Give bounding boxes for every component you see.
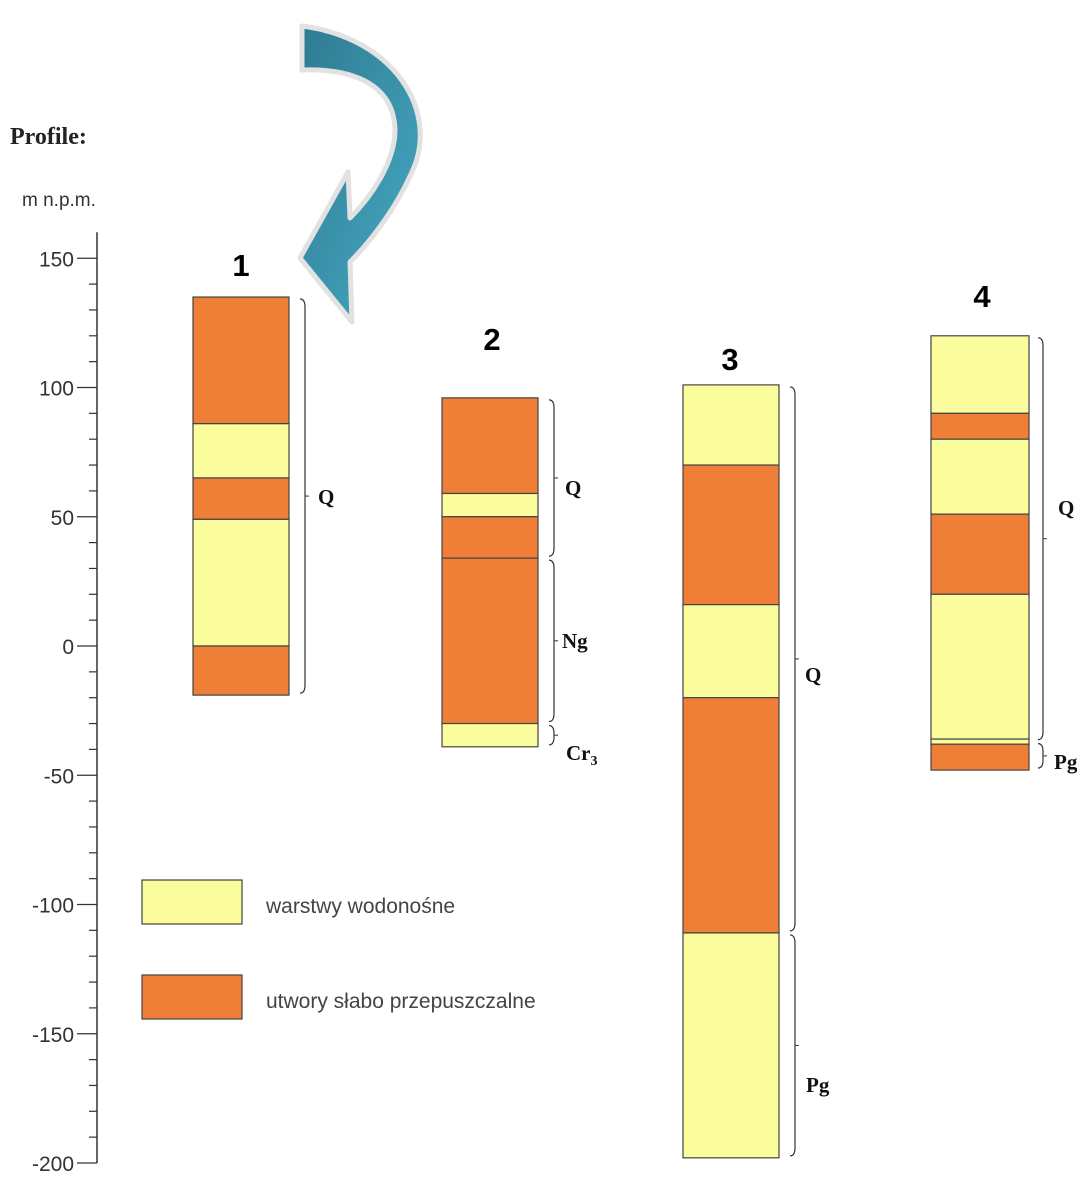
axis-tick-label: 0 — [62, 636, 74, 659]
stratigraphic-unit-label: Cr3 — [566, 741, 598, 769]
profile-column-4: 4 Q Pg — [930, 279, 1078, 774]
stratigraphic-unit-label-main: Cr — [566, 741, 591, 765]
unit-bracket — [548, 559, 555, 723]
unit-bracket — [548, 724, 555, 746]
layer-aquifer — [930, 738, 1030, 745]
profile-number: 1 — [232, 248, 249, 283]
legend-swatch-aquifer — [141, 879, 243, 925]
unit-bracket — [1037, 337, 1044, 741]
layer-aquitard — [930, 412, 1030, 440]
axis-tick-label: -200 — [32, 1153, 74, 1176]
stratigraphic-unit-label: Pg — [1054, 750, 1078, 774]
layer-aquitard — [441, 516, 539, 559]
legend-label-aquitard: utwory słabo przepuszczalne — [266, 990, 536, 1013]
profile-column-3: 3 Q Pg — [682, 342, 830, 1159]
layer-aquifer — [930, 438, 1030, 515]
unit-bracket — [1037, 743, 1044, 769]
stratigraphic-unit-label: Ng — [562, 629, 588, 653]
layer-aquitard — [441, 397, 539, 495]
diagram-title: Profile: — [10, 124, 87, 150]
stratigraphic-unit-label: Q — [318, 485, 334, 509]
axis-tick-label: -100 — [32, 895, 74, 918]
layer-aquitard — [441, 557, 539, 725]
stratigraphic-unit-subscript: 3 — [591, 754, 598, 769]
profile-number: 2 — [483, 322, 500, 357]
profile-column-1: 1 Q — [192, 248, 334, 696]
layer-aquifer — [441, 722, 539, 748]
layer-aquitard — [930, 743, 1030, 771]
unit-bracket — [548, 399, 555, 557]
axis-tick-label: 50 — [51, 507, 74, 530]
legend-swatch-aquitard — [141, 974, 243, 1020]
curved-arrow-icon — [297, 23, 423, 325]
unit-bracket — [789, 934, 796, 1157]
layer-aquitard — [682, 697, 780, 934]
layer-aquitard — [192, 645, 290, 696]
profile-number: 4 — [973, 279, 991, 314]
layer-aquitard — [192, 477, 290, 520]
layer-aquifer — [682, 384, 780, 466]
layer-aquifer — [930, 593, 1030, 740]
layer-aquifer — [682, 604, 780, 699]
layer-aquifer — [192, 518, 290, 647]
layer-aquitard — [682, 464, 780, 606]
layer-aquitard — [192, 296, 290, 425]
stratigraphic-unit-label: Q — [565, 476, 581, 500]
legend-label-aquifer: warstwy wodonośne — [265, 895, 455, 918]
profile-column-2: 2 Q Ng Cr3 — [441, 322, 598, 769]
profile-number: 3 — [721, 342, 738, 377]
stratigraphic-unit-label: Q — [805, 663, 821, 687]
stratigraphic-unit-label: Q — [1058, 496, 1074, 520]
layer-aquifer — [682, 932, 780, 1159]
layer-aquifer — [192, 423, 290, 479]
axis-tick-label: -150 — [32, 1024, 74, 1047]
axis-tick-label: 100 — [39, 378, 74, 401]
layer-aquitard — [930, 513, 1030, 595]
layer-aquifer — [441, 492, 539, 518]
legend: warstwy wodonośne utwory słabo przepuszc… — [141, 879, 536, 1020]
layer-aquifer — [930, 335, 1030, 414]
stratigraphic-unit-label: Pg — [806, 1073, 830, 1097]
unit-bracket — [789, 386, 796, 932]
depth-axis — [77, 232, 98, 1164]
unit-label: m n.p.m. — [22, 190, 96, 211]
axis-tick-label: -50 — [44, 765, 74, 788]
axis-tick-label: 150 — [39, 248, 74, 271]
unit-bracket — [299, 298, 306, 694]
